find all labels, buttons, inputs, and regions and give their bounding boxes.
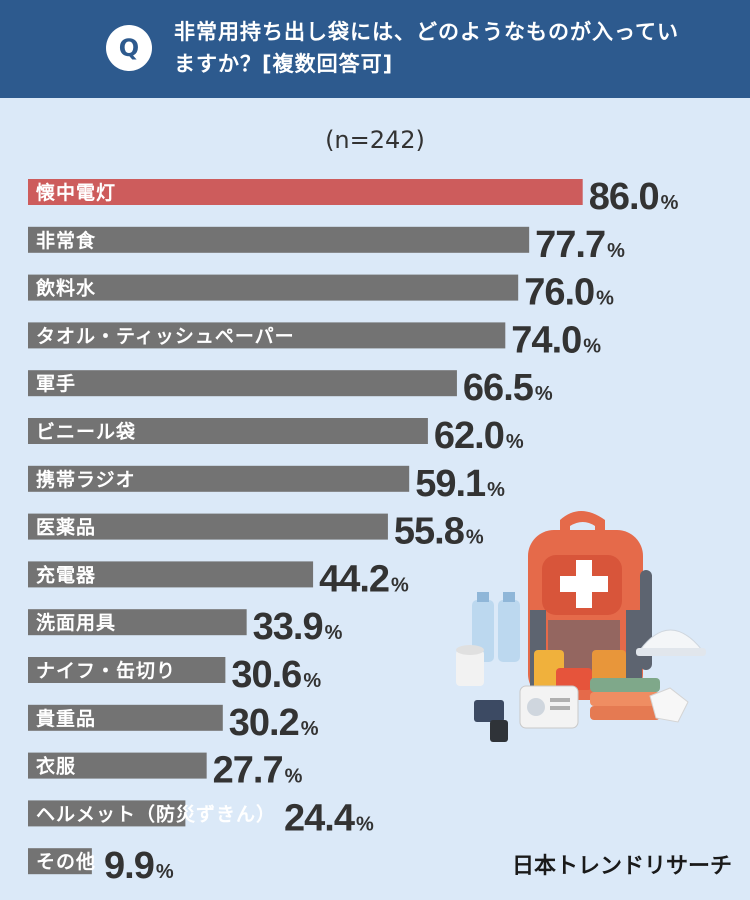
unit-label: %	[303, 670, 321, 692]
value-label: 30.2	[229, 702, 299, 744]
bar	[28, 370, 457, 397]
bar	[28, 226, 530, 253]
bar	[28, 322, 506, 349]
value-label: 86.0	[589, 176, 659, 218]
unit-label: %	[156, 861, 174, 883]
category-label: その他	[36, 850, 96, 873]
bar	[28, 418, 428, 444]
unit-label: %	[285, 766, 303, 788]
value-label: 77.7	[535, 224, 605, 266]
bar	[28, 274, 519, 301]
value-label: 9.9	[104, 845, 154, 887]
category-label: ビニール袋	[36, 420, 136, 443]
category-label: タオル・ティッシュペーパー	[36, 325, 295, 347]
value-label: 27.7	[213, 750, 283, 792]
bar	[28, 657, 226, 683]
category-label: 軍手	[36, 372, 76, 395]
value-label: 74.0	[511, 319, 581, 361]
unit-label: %	[661, 192, 679, 214]
category-label: ナイフ・缶切り	[36, 659, 176, 682]
bar	[28, 752, 207, 779]
category-label: 衣服	[36, 755, 76, 778]
category-label: 飲料水	[35, 277, 96, 300]
question-header: Q 非常用持ち出し袋には、どのようなものが入っていますか？[複数回答可]	[0, 0, 750, 98]
bar	[28, 179, 583, 205]
category-label: 懐中電灯	[36, 181, 116, 204]
value-label: 44.2	[319, 558, 389, 600]
unit-label: %	[596, 288, 614, 310]
category-label: 洗面用具	[36, 611, 116, 634]
unit-label: %	[466, 527, 484, 549]
value-label: 76.0	[524, 272, 594, 314]
brand-logo: 日本トレンドリサーチ	[512, 854, 733, 879]
value-label: 66.5	[463, 367, 534, 409]
value-label: 30.6	[231, 654, 301, 696]
category-label: 携帯ラジオ	[36, 468, 136, 491]
bar	[28, 609, 247, 636]
sample-size-label: (n=242)	[325, 126, 425, 154]
bar	[28, 465, 410, 492]
unit-label: %	[607, 240, 625, 262]
unit-label: %	[391, 574, 409, 596]
category-label: 非常食	[36, 229, 96, 252]
unit-label: %	[487, 479, 505, 501]
value-label: 59.1	[415, 463, 486, 505]
value-label: 62.0	[434, 415, 504, 457]
category-label: 貴重品	[36, 707, 96, 730]
bar	[28, 561, 314, 588]
unit-label: %	[506, 431, 524, 453]
bar	[28, 704, 223, 731]
category-label: 医薬品	[36, 516, 96, 539]
unit-label: %	[583, 335, 601, 357]
emergency-kit-illustration-icon	[456, 511, 706, 742]
value-label: 24.4	[284, 797, 355, 839]
unit-label: %	[325, 622, 343, 644]
value-label: 33.9	[253, 606, 323, 648]
category-label: ヘルメット（防災ずきん）	[36, 802, 276, 825]
value-label: 55.8	[394, 511, 464, 553]
question-text: 非常用持ち出し袋には、どのようなものが入っていますか？[複数回答可]	[174, 20, 679, 76]
unit-label: %	[301, 718, 319, 740]
unit-label: %	[535, 383, 553, 405]
category-label: 充電器	[36, 563, 96, 586]
bar	[28, 800, 186, 827]
q-badge: Q	[106, 25, 152, 71]
bar	[28, 848, 92, 875]
unit-label: %	[356, 813, 374, 835]
bar	[28, 513, 388, 540]
